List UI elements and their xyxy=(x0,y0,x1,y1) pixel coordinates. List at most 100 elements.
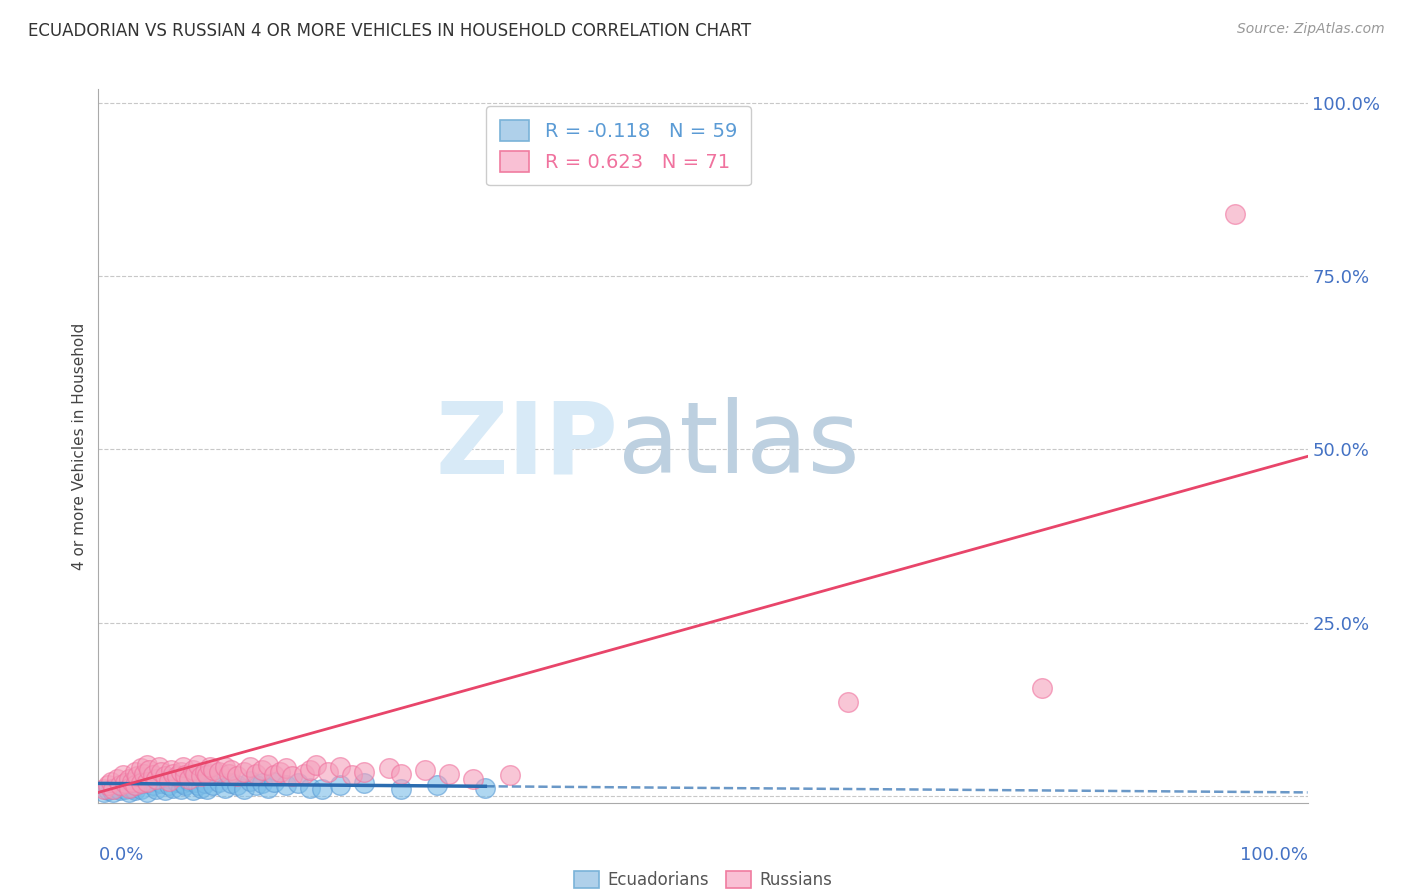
Point xyxy=(474,780,496,795)
Text: ZIP: ZIP xyxy=(436,398,619,494)
Point xyxy=(463,772,485,786)
Point xyxy=(124,775,146,789)
Point xyxy=(124,779,146,793)
Point xyxy=(311,781,333,796)
Point xyxy=(342,768,364,782)
Point xyxy=(118,785,141,799)
Point xyxy=(157,773,180,788)
Point xyxy=(160,763,183,777)
Point xyxy=(138,763,160,777)
Point xyxy=(239,773,262,788)
Point xyxy=(274,761,297,775)
Point xyxy=(166,769,188,783)
Point xyxy=(174,779,197,793)
Point xyxy=(250,776,273,790)
Point xyxy=(121,780,143,795)
Point xyxy=(172,776,194,790)
Point xyxy=(245,779,267,793)
Point xyxy=(187,779,209,793)
Point xyxy=(181,783,204,797)
Point xyxy=(108,783,131,797)
Point xyxy=(232,781,254,796)
Point xyxy=(97,783,120,797)
Point xyxy=(157,779,180,793)
Point xyxy=(287,776,309,790)
Point xyxy=(135,775,157,789)
Point xyxy=(389,781,412,796)
Point xyxy=(256,780,278,795)
Point xyxy=(129,773,152,788)
Point xyxy=(93,785,115,799)
Point xyxy=(177,773,201,788)
Point xyxy=(221,763,243,777)
Point xyxy=(111,779,134,793)
Point xyxy=(329,779,352,793)
Point xyxy=(114,776,136,790)
Point xyxy=(413,763,436,777)
Point xyxy=(135,785,157,799)
Point xyxy=(274,779,297,793)
Point xyxy=(269,764,291,779)
Point xyxy=(134,766,156,780)
Point xyxy=(184,766,207,780)
Point xyxy=(377,761,399,775)
Point xyxy=(121,775,143,789)
Point xyxy=(150,776,173,790)
Text: ECUADORIAN VS RUSSIAN 4 OR MORE VEHICLES IN HOUSEHOLD CORRELATION CHART: ECUADORIAN VS RUSSIAN 4 OR MORE VEHICLES… xyxy=(28,22,751,40)
Point xyxy=(169,781,191,796)
Point xyxy=(353,776,375,790)
Point xyxy=(162,780,184,795)
Point xyxy=(153,783,176,797)
Point xyxy=(135,772,157,786)
Point xyxy=(195,781,218,796)
Point xyxy=(142,768,165,782)
Point xyxy=(169,764,191,779)
Point xyxy=(195,768,218,782)
Point xyxy=(221,776,243,790)
Point xyxy=(263,768,285,782)
Point xyxy=(174,768,197,782)
Point xyxy=(208,764,231,779)
Point xyxy=(177,772,201,786)
Point xyxy=(292,766,315,780)
Point xyxy=(142,779,165,793)
Point xyxy=(1031,681,1053,696)
Point xyxy=(256,757,278,772)
Point xyxy=(837,695,859,709)
Point xyxy=(353,764,375,779)
Text: Source: ZipAtlas.com: Source: ZipAtlas.com xyxy=(1237,22,1385,37)
Point xyxy=(129,776,152,790)
Point xyxy=(250,763,273,777)
Point xyxy=(108,779,131,793)
Point xyxy=(118,776,141,790)
Point xyxy=(1223,207,1246,221)
Point xyxy=(100,775,122,789)
Point xyxy=(214,760,236,774)
Point xyxy=(305,757,328,772)
Y-axis label: 4 or more Vehicles in Household: 4 or more Vehicles in Household xyxy=(72,322,87,570)
Point xyxy=(232,764,254,779)
Point xyxy=(281,769,304,783)
Point xyxy=(129,761,152,775)
Point xyxy=(389,766,412,780)
Point xyxy=(194,776,217,790)
Point xyxy=(138,775,160,789)
Point xyxy=(134,776,156,790)
Point xyxy=(214,780,236,795)
Point xyxy=(298,780,321,795)
Point xyxy=(190,780,212,795)
Text: atlas: atlas xyxy=(619,398,860,494)
Point xyxy=(181,763,204,777)
Point xyxy=(218,766,240,780)
Point xyxy=(118,780,141,795)
Point xyxy=(245,766,267,780)
Point xyxy=(202,779,225,793)
Point xyxy=(145,781,167,796)
Point xyxy=(498,768,520,782)
Point xyxy=(239,760,262,774)
Point xyxy=(187,757,209,772)
Point xyxy=(105,780,128,795)
Point xyxy=(437,766,460,780)
Point xyxy=(172,760,194,774)
Point xyxy=(105,772,128,786)
